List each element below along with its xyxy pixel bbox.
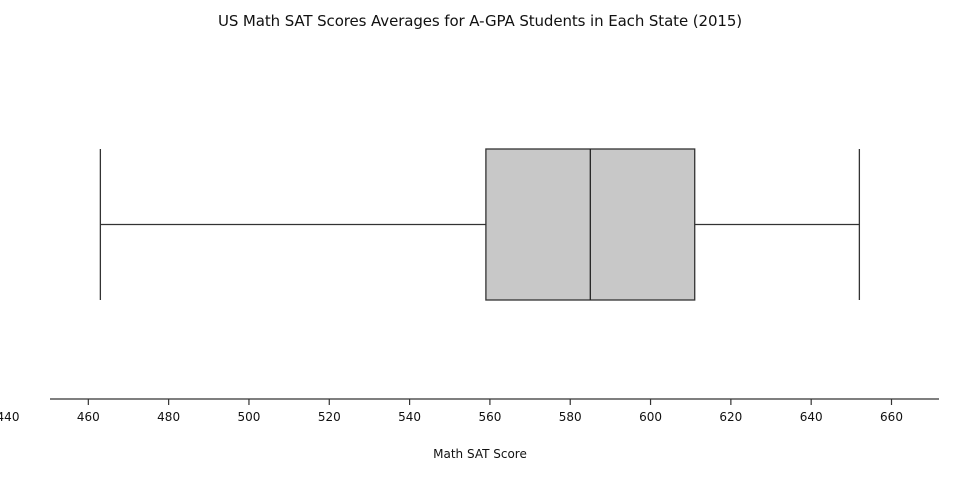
x-tick-label: 560 [478, 410, 501, 424]
x-tick-label: 580 [559, 410, 582, 424]
x-tick-label: 620 [719, 410, 742, 424]
x-tick-label: 600 [639, 410, 662, 424]
x-tick-label: 640 [800, 410, 823, 424]
x-tick-label: 500 [238, 410, 261, 424]
x-tick-label: 540 [398, 410, 421, 424]
x-tick-label: 440 [0, 410, 19, 424]
x-tick-label: 660 [880, 410, 903, 424]
plot-area [99, 148, 861, 301]
x-tick-label: 520 [318, 410, 341, 424]
x-axis: 440 460 480 500 520 540 560 580 600 620 640 660 [0, 398, 939, 424]
x-axis-label: Math SAT Score [433, 447, 527, 461]
x-tick-label: 460 [77, 410, 100, 424]
x-tick-label: 480 [157, 410, 180, 424]
chart-title: US Math SAT Scores Averages for A-GPA St… [217, 12, 743, 30]
